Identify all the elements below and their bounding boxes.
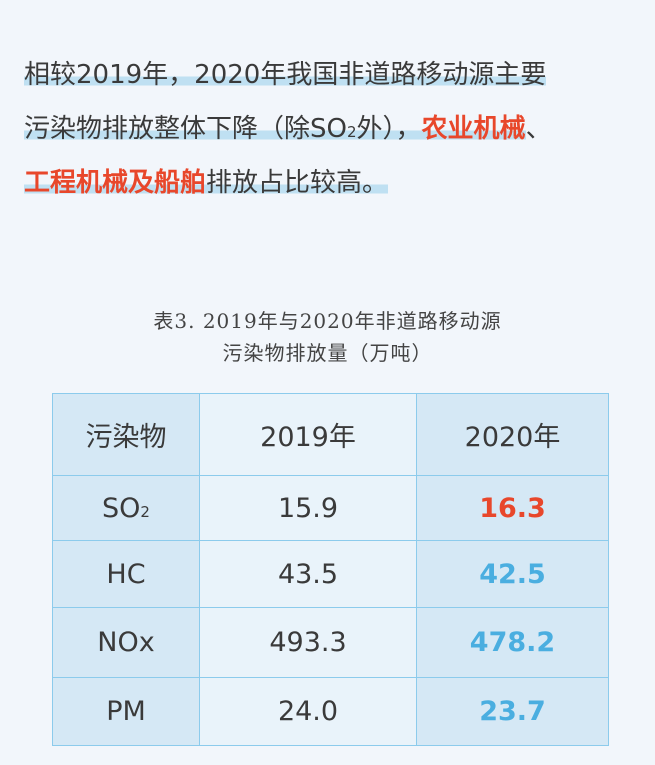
value-2020: 478.2 <box>416 607 609 678</box>
value-2020: 16.3 <box>416 475 609 541</box>
emissions-table: 污染物 2019年 2020年 SO2 15.9 16.3 HC 43.5 42… <box>52 393 609 746</box>
text: 排放占比较高。 <box>206 168 389 198</box>
pollutant-cell: HC <box>52 540 200 608</box>
value-2019: 15.9 <box>199 475 417 541</box>
caption-line: 污染物排放量（万吨） <box>222 341 433 365</box>
table-row: HC 43.5 42.5 <box>52 540 609 608</box>
text: 外）， <box>356 114 422 144</box>
header-cell: 2020年 <box>416 393 609 476</box>
table-header-row: 污染物 2019年 2020年 <box>52 393 609 476</box>
subscript: 2 <box>346 123 357 141</box>
caption-line: 表3. 2019年与2020年非道路移动源 <box>153 309 502 333</box>
value-2020: 42.5 <box>416 540 609 608</box>
text-line: 相较2019年，2020年我国非道路移动源主要 <box>24 60 547 90</box>
value-2019: 493.3 <box>199 607 417 678</box>
subscript: 2 <box>140 502 150 521</box>
value-2020: 23.7 <box>416 677 609 746</box>
pollutant-cell: NOx <box>52 607 200 678</box>
header-cell: 2019年 <box>199 393 417 476</box>
text: 污染物排放整体下降（除SO <box>24 114 347 144</box>
table-row: SO2 15.9 16.3 <box>52 475 609 541</box>
table-row: NOx 493.3 478.2 <box>52 607 609 678</box>
table-row: PM 24.0 23.7 <box>52 677 609 746</box>
highlight-text: 农业机械 <box>421 114 526 144</box>
value-2019: 24.0 <box>199 677 417 746</box>
pollutant-cell: PM <box>52 677 200 746</box>
table-caption: 表3. 2019年与2020年非道路移动源 污染物排放量（万吨） <box>0 305 655 369</box>
value-2019: 43.5 <box>199 540 417 608</box>
pollutant-name: SO <box>102 492 141 524</box>
pollutant-cell: SO2 <box>52 475 200 541</box>
highlight-text: 工程机械及船舶 <box>24 168 207 198</box>
header-cell: 污染物 <box>52 393 200 476</box>
text: 、 <box>525 114 552 144</box>
summary-paragraph: 相较2019年，2020年我国非道路移动源主要 污染物排放整体下降（除SO2外）… <box>24 48 644 210</box>
